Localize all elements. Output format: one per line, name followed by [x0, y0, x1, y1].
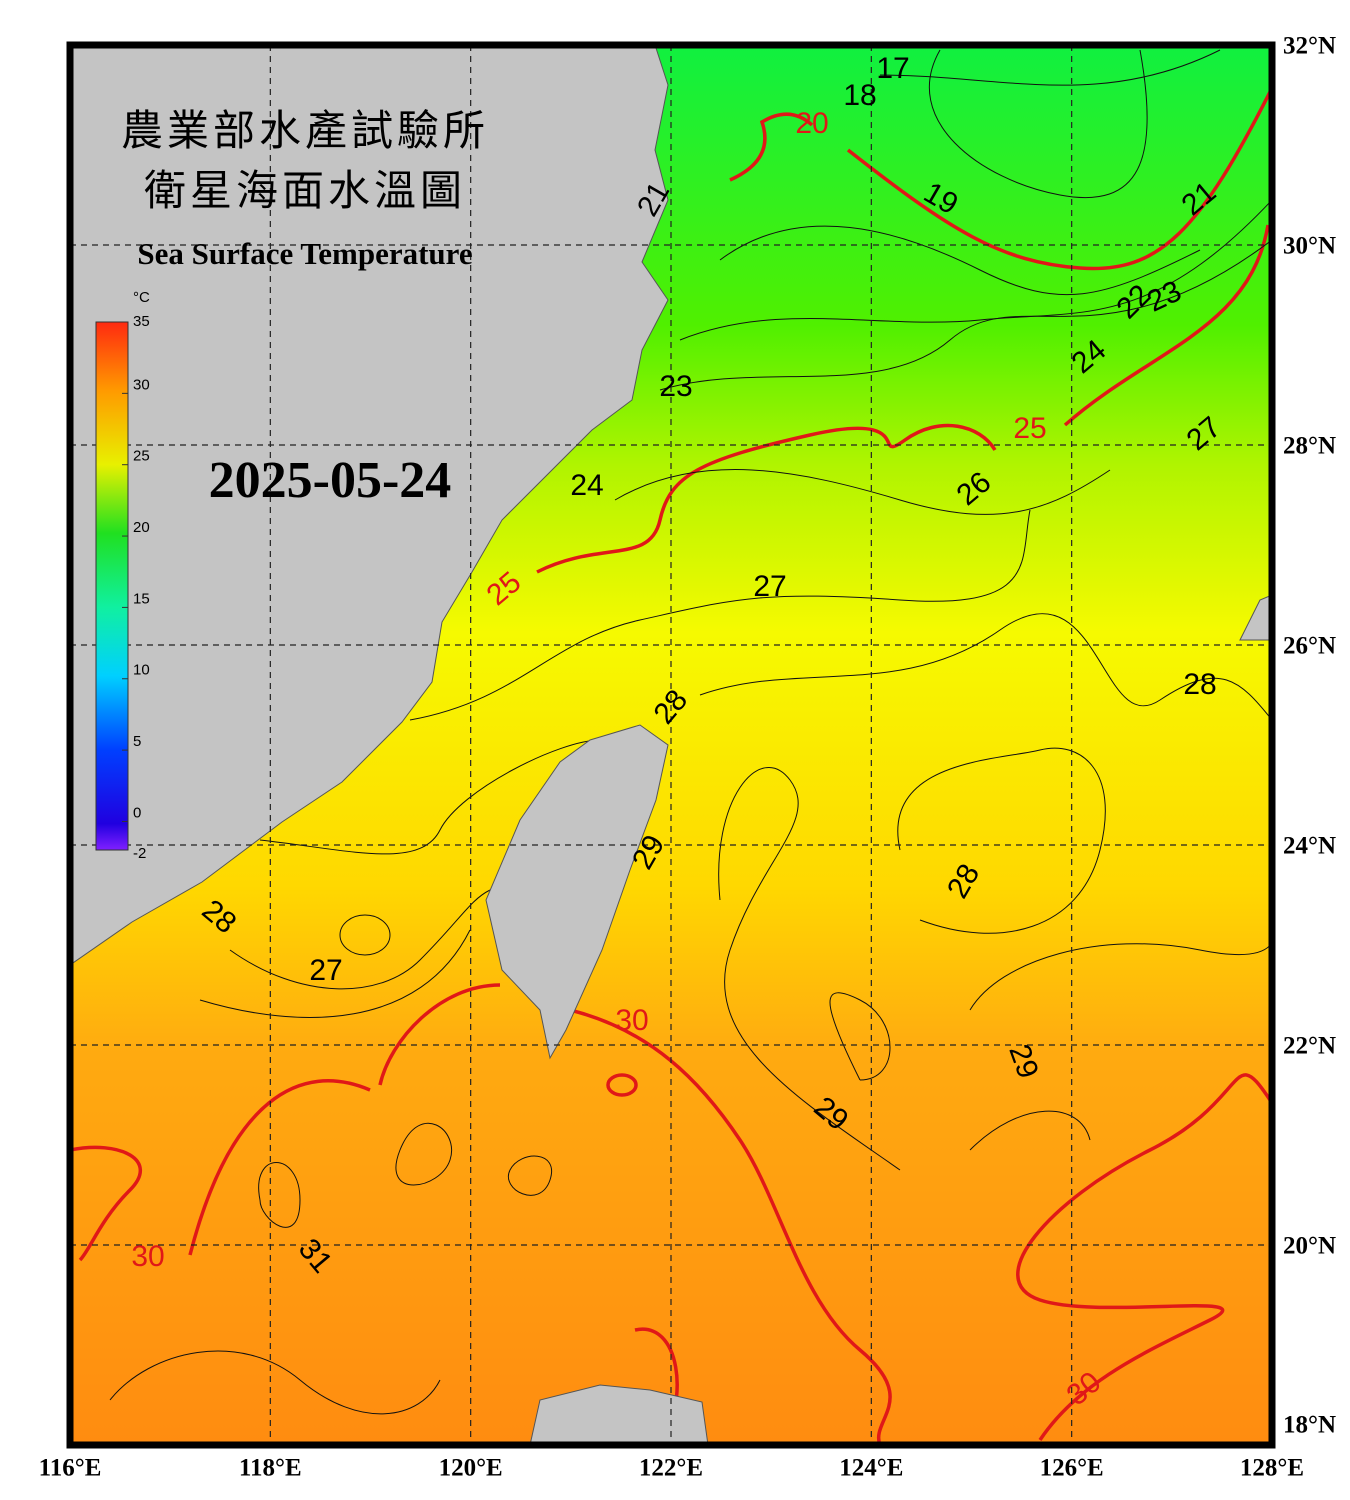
colorbar-tick-label: 0	[133, 804, 141, 821]
colorbar-ticks: 35 30 25 20 15 10 5 0 -2	[122, 313, 150, 862]
mainland	[70, 45, 669, 966]
colorbar-tick-label: 5	[133, 733, 141, 750]
land	[70, 45, 1272, 1445]
contour-label: 30	[615, 1004, 648, 1037]
colorbar-tick-label: 35	[133, 313, 150, 330]
title-zh-2: 衛星海面水溫圖	[144, 169, 466, 215]
title-zh-1: 農業部水產試驗所	[121, 108, 489, 155]
contour-label: 28	[1183, 668, 1216, 701]
luzon	[529, 1384, 709, 1445]
lat-label: 18°N	[1283, 1412, 1336, 1439]
lon-label: 116°E	[39, 1455, 102, 1482]
lat-label: 30°N	[1283, 233, 1336, 260]
colorbar-tick-label: 25	[133, 448, 150, 465]
contour-label: 20	[795, 107, 828, 140]
contour-label: 27	[753, 570, 786, 603]
colorbar-unit: °C	[133, 289, 150, 306]
isotherms-major	[70, 87, 1272, 1445]
contour-label: 18	[843, 79, 876, 112]
colorbar-tick-label: 30	[133, 376, 150, 393]
date: 2025-05-24	[209, 452, 452, 509]
lat-label: 24°N	[1283, 833, 1336, 860]
lat-label: 28°N	[1283, 433, 1336, 460]
lat-label: 20°N	[1283, 1233, 1336, 1260]
lon-label: 128°E	[1240, 1455, 1304, 1482]
axis-labels: 116°E 118°E 120°E 122°E 124°E 126°E 128°E 32°N 3…	[39, 33, 1336, 1482]
colorbar-tick-label: 20	[133, 519, 150, 536]
lon-label: 118°E	[239, 1455, 302, 1482]
contour-label: 24	[570, 469, 603, 502]
isotherms-minor	[109, 49, 1272, 1415]
lon-label: 122°E	[639, 1455, 703, 1482]
taiwan	[485, 724, 669, 1060]
contour-label: 25	[1013, 412, 1046, 445]
frame	[66, 41, 1276, 1449]
ryukyu	[1239, 594, 1272, 641]
colorbar	[95, 321, 129, 851]
contour-label: 27	[309, 954, 342, 987]
graticule	[70, 45, 1272, 1445]
lon-label: 124°E	[839, 1455, 903, 1482]
lon-label: 126°E	[1040, 1455, 1104, 1482]
colorbar-tick-label: 15	[133, 590, 150, 607]
lon-label: 120°E	[439, 1455, 503, 1482]
colorbar-tick-label: -2	[133, 845, 146, 862]
lat-label: 22°N	[1283, 1033, 1336, 1060]
contour-label: 23	[659, 370, 692, 403]
title-en: Sea Surface Temperature	[137, 236, 472, 271]
colorbar-tick-label: 10	[133, 662, 150, 679]
contour-label: 30	[131, 1240, 164, 1273]
contour-label: 17	[876, 52, 909, 85]
lat-label: 32°N	[1283, 33, 1336, 60]
lat-label: 26°N	[1283, 633, 1336, 660]
